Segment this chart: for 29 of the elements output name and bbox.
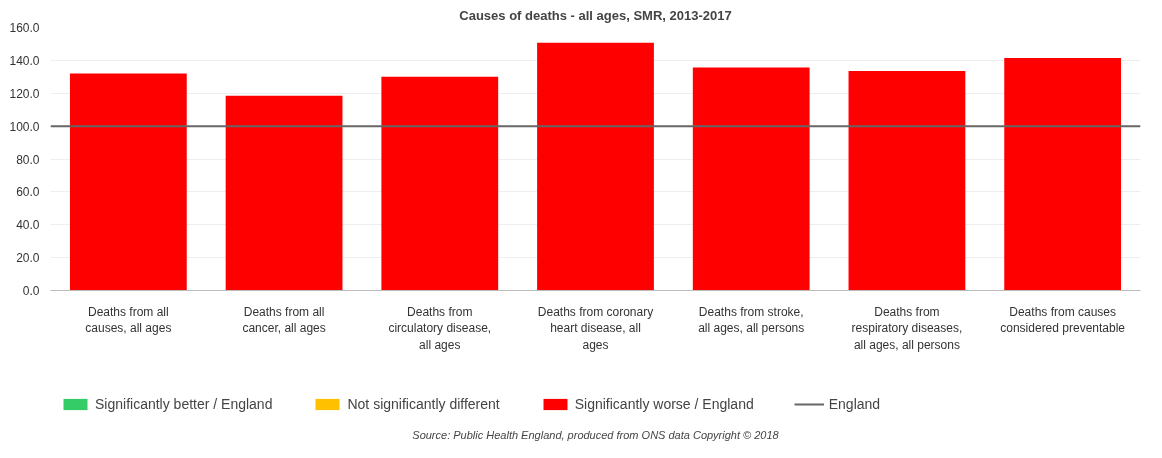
legend-label: Significantly better / England	[95, 396, 273, 412]
x-tick-label: Deaths from coronary heart disease, all ages	[537, 304, 654, 353]
bar	[537, 42, 654, 291]
x-tick-label: Deaths from circulatory disease, all ages	[388, 304, 492, 353]
x-tick-label: Deaths from causes considered preventable	[1000, 304, 1126, 336]
x-tick-label: Deaths from all causes, all ages	[85, 304, 172, 336]
y-tick-label: 0.0	[22, 284, 40, 298]
y-tick-label: 60.0	[16, 185, 40, 200]
bar	[225, 95, 343, 291]
y-tick-label: 20.0	[16, 251, 40, 266]
legend-label: Not significantly different	[347, 396, 500, 412]
source-note: Source: Public Health England, produced from ONS data Copyright © 2018	[412, 428, 780, 441]
bar	[381, 76, 499, 291]
y-tick-label: 80.0	[16, 152, 40, 167]
y-tick-label: 120.0	[9, 86, 40, 101]
y-tick-label: 140.0	[9, 53, 40, 68]
chart-title: Causes of deaths - all ages, SMR, 2013-2017	[459, 7, 732, 23]
legend-label: Significantly worse / England	[574, 396, 754, 412]
y-tick-label: 40.0	[16, 218, 40, 233]
legend-label: England	[828, 396, 881, 412]
bar	[848, 70, 966, 291]
bar	[692, 67, 810, 291]
bar	[69, 73, 187, 291]
bar	[1004, 58, 1122, 291]
x-tick-label: Deaths from all cancer, all ages	[242, 304, 326, 336]
x-tick-label: Deaths from stroke, all ages, all persons	[698, 304, 805, 336]
x-tick-label: Deaths from respiratory diseases, all ages, all persons	[851, 304, 963, 353]
y-tick-label: 100.0	[9, 119, 40, 134]
y-tick-label: 160.0	[9, 21, 40, 35]
